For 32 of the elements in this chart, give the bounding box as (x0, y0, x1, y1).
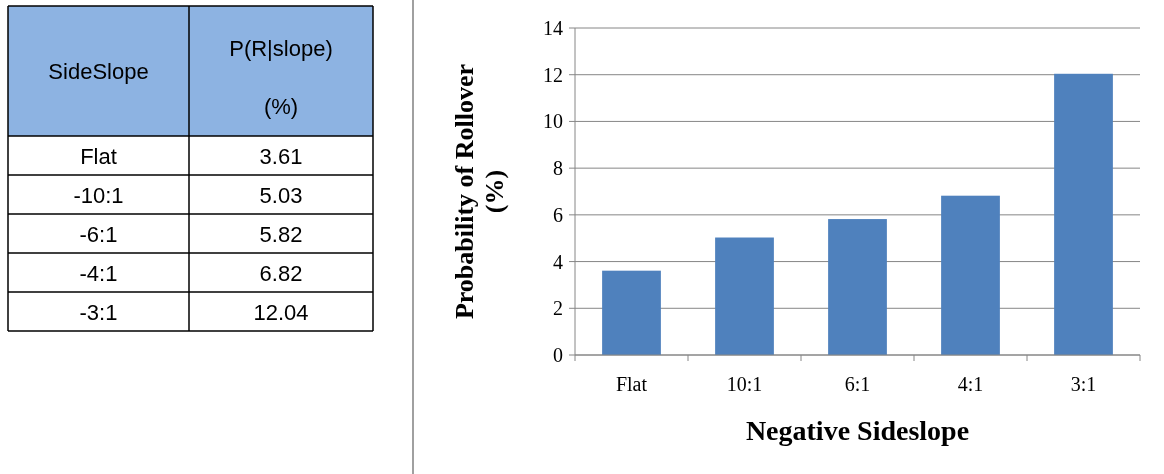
category-label: -6:1 (79, 222, 118, 247)
bar (715, 237, 774, 355)
y-tick-label: 10 (543, 110, 563, 133)
data-label: 6.82 (259, 261, 303, 286)
data-label: 5.03 (259, 183, 303, 208)
category-label: -10:1 (73, 183, 124, 208)
y-tick-label: 12 (543, 63, 563, 86)
text: SideSlope (48, 59, 149, 84)
x-tick-label: 4:1 (957, 373, 984, 395)
category-label: Flat (80, 144, 117, 169)
y-axis-title: Probability of Rollover (%) (450, 63, 509, 320)
y-tick-label: 2 (553, 297, 563, 320)
category-label: -4:1 (79, 261, 118, 286)
x-tick-label: 6:1 (844, 373, 871, 395)
category-label: -3:1 (79, 300, 118, 325)
data-label: 5.82 (259, 222, 303, 247)
x-tick-label: 3:1 (1070, 373, 1097, 395)
bar (828, 219, 887, 355)
y-tick-label: 0 (553, 344, 563, 366)
x-tick-label: 10:1 (726, 373, 763, 395)
x-tick-label: Flat (615, 373, 648, 395)
y-tick-label: 8 (553, 157, 563, 180)
bar (1054, 73, 1113, 355)
text: P(R|slope) (%) (229, 36, 333, 119)
bar (941, 195, 1000, 355)
data-label: 12.04 (253, 300, 309, 325)
y-tick-label: 4 (553, 250, 563, 273)
y-tick-label: 6 (553, 203, 563, 226)
y-tick-label: 14 (543, 17, 563, 39)
bar (602, 270, 661, 355)
x-axis-title: Negative Sideslope (745, 415, 970, 446)
data-label: 3.61 (259, 144, 303, 169)
